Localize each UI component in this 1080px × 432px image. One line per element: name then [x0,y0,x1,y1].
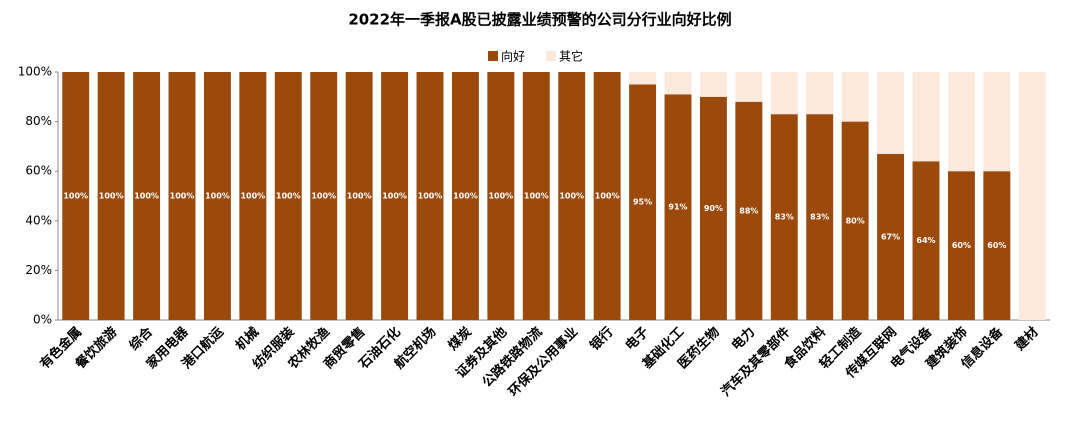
bar-segment [62,72,90,320]
bar-segment [806,114,834,320]
value-label: 100% [488,192,513,201]
value-label: 100% [99,192,124,201]
bar-segment [877,153,905,320]
bar-segment [947,72,975,172]
value-label: 95% [633,198,652,207]
value-label: 83% [810,213,829,222]
bar-segment [912,161,940,320]
value-label: 100% [205,192,230,201]
bar-segment [345,72,373,320]
bar-segment [629,84,657,321]
y-tick-label: 0% [33,313,52,327]
bar-segment [699,72,727,97]
value-label: 80% [846,216,865,225]
value-label: 60% [952,241,971,250]
bar-segment [133,72,161,320]
bar-segment [274,72,302,320]
bar-segment [487,72,515,320]
y-tick-label: 80% [25,114,52,128]
value-label: 60% [987,241,1006,250]
bar-segment [735,72,763,102]
bar-segment [239,72,267,320]
bar-segment [1018,72,1046,320]
bar-segment [735,101,763,320]
bar-segment [629,72,657,85]
bar-segment [381,72,409,320]
value-label: 88% [739,206,758,215]
bar-segment [983,72,1011,172]
bar-segment [593,72,621,320]
x-tick-label: 电子 [622,324,652,354]
value-label: 100% [240,192,265,201]
bar-segment [664,94,692,320]
bar-segment [451,72,479,320]
value-label: 64% [916,236,935,245]
value-label: 90% [704,204,723,213]
value-label: 100% [347,192,372,201]
bar-segment [522,72,550,320]
bar-segment [912,72,940,162]
y-tick-label: 100% [18,65,52,79]
bar-segment [770,72,798,115]
bar-segment [310,72,338,320]
bar-segment [770,114,798,320]
value-label: 100% [418,192,443,201]
x-tick-label: 银行 [587,324,617,354]
value-label: 100% [453,192,478,201]
bar-segment [558,72,586,320]
x-tick-label: 建材 [1012,324,1042,354]
value-label: 100% [311,192,336,201]
bar-segment [97,72,125,320]
value-label: 67% [881,232,900,241]
legend-label: 其它 [559,49,583,64]
x-tick-label: 煤炭 [445,324,475,354]
bar-segment [416,72,444,320]
bar-segment [841,72,869,122]
chart-title: 2022年一季报A股已披露业绩预警的公司分行业向好比例 [348,11,731,29]
value-label: 83% [775,213,794,222]
legend-label: 向好 [501,49,525,64]
x-tick-label: 机械 [232,324,262,354]
bar-segment [664,72,692,95]
bar-segment [877,72,905,154]
bar-segment [841,121,869,320]
value-label: 100% [382,192,407,201]
y-tick-label: 40% [25,213,52,227]
bar-segment [806,72,834,115]
value-label: 100% [134,192,159,201]
bar-segment [203,72,231,320]
y-tick-label: 20% [25,263,52,277]
x-tick-label: 电力 [728,324,758,354]
bar-segment [947,171,975,320]
value-label: 100% [595,192,620,201]
bar-segment [168,72,196,320]
bar-segment [983,171,1011,320]
value-label: 100% [524,192,549,201]
value-label: 100% [170,192,195,201]
value-label: 100% [63,192,88,201]
x-tick-label: 综合 [126,323,156,353]
legend-swatch [546,51,556,61]
legend-swatch [488,51,498,61]
y-tick-label: 60% [25,164,52,178]
value-label: 100% [276,192,301,201]
bar-segment [699,96,727,320]
value-label: 91% [668,203,687,212]
value-label: 100% [559,192,584,201]
